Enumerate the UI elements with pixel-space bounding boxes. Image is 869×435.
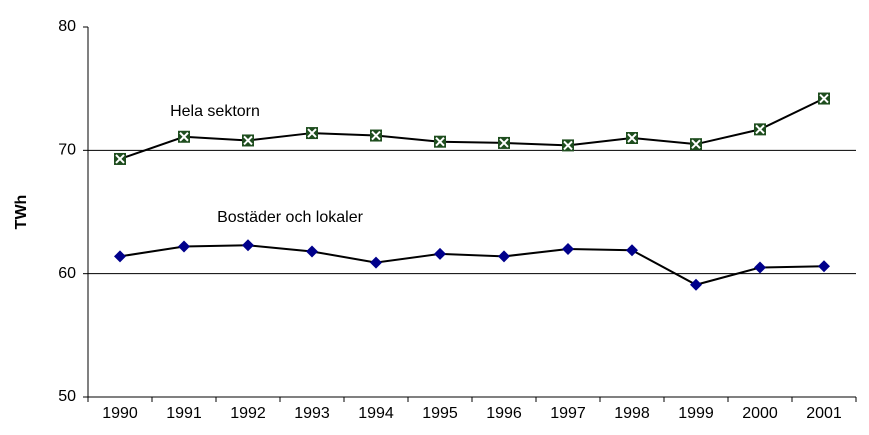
marker — [114, 152, 126, 165]
x-tick-label: 1997 — [550, 405, 586, 422]
marker — [114, 250, 126, 263]
x-tick-label: 1990 — [102, 405, 138, 422]
series-line — [119, 244, 825, 286]
marker — [498, 136, 510, 149]
marker — [690, 278, 702, 291]
marker — [562, 139, 574, 152]
series-line — [119, 97, 825, 160]
series-label: Hela sektorn — [170, 103, 260, 120]
y-tick-label: 80 — [58, 18, 76, 35]
x-tick-label: 1995 — [422, 405, 458, 422]
marker — [626, 244, 638, 257]
x-tick-label: 1998 — [614, 405, 650, 422]
y-tick-label: 60 — [58, 265, 76, 282]
marker — [434, 247, 446, 260]
marker — [626, 132, 638, 144]
marker — [178, 130, 190, 143]
marker — [498, 250, 510, 263]
x-tick-label: 2001 — [806, 405, 842, 422]
marker — [370, 256, 382, 269]
y-axis-label: TWh — [13, 195, 30, 230]
x-tick-label: 1994 — [358, 405, 394, 422]
x-tick-label: 1993 — [294, 405, 330, 422]
x-tick-label: 1992 — [230, 405, 266, 422]
marker — [370, 129, 382, 142]
marker — [178, 240, 190, 253]
y-tick-label: 50 — [58, 388, 76, 405]
series-label: Bostäder och lokaler — [217, 209, 364, 226]
marker — [242, 239, 254, 252]
marker — [690, 138, 702, 151]
marker — [818, 260, 830, 273]
x-tick-label: 1996 — [486, 405, 522, 422]
marker — [754, 123, 766, 136]
marker — [306, 245, 318, 258]
x-tick-label: 1991 — [166, 405, 202, 422]
marker — [562, 243, 574, 255]
marker — [434, 135, 446, 148]
x-tick-label: 1999 — [678, 405, 714, 422]
marker — [818, 92, 830, 105]
x-tick-label: 2000 — [742, 405, 778, 422]
marker — [306, 127, 318, 140]
marker — [754, 261, 766, 274]
y-tick-label: 70 — [58, 142, 76, 159]
marker — [242, 134, 254, 147]
